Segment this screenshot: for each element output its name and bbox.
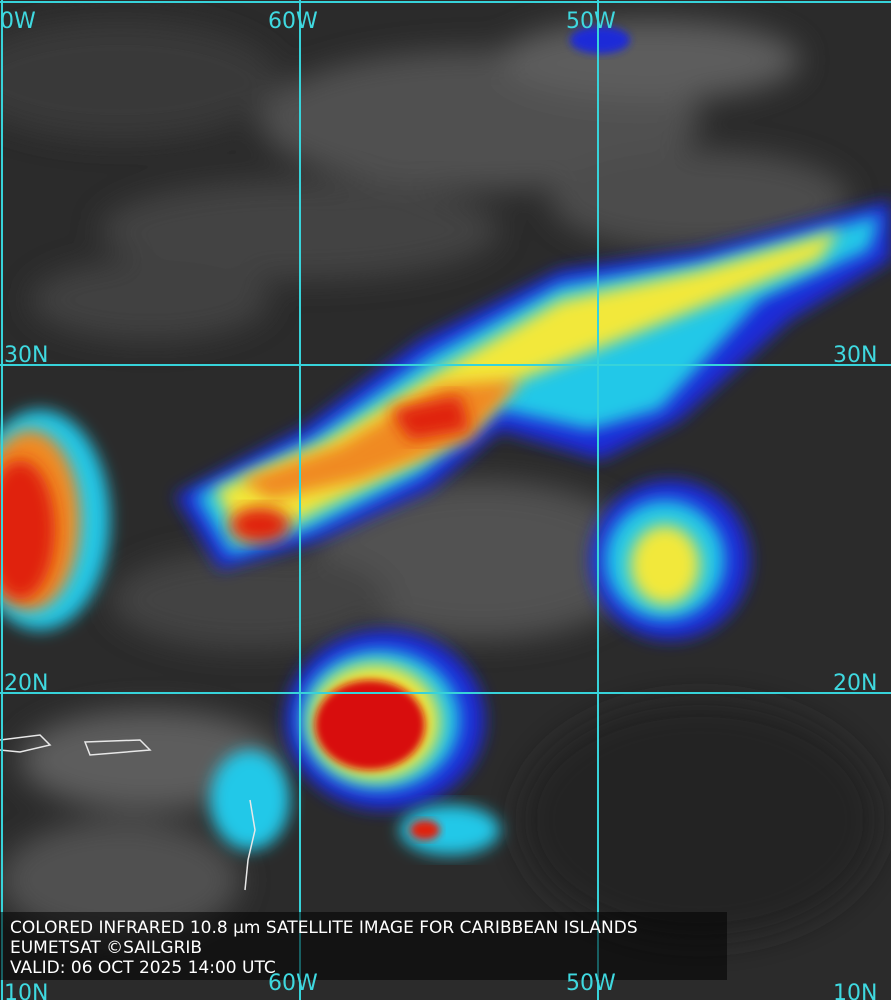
lon-label: 0W — [0, 9, 36, 34]
coastlines — [0, 734, 256, 891]
lon-label: 50W — [566, 9, 616, 34]
lon-label: 60W — [268, 971, 318, 996]
grid-labels: 0W 60W 50W 60W 50W 30N 20N 10N 30N 20N 1… — [0, 9, 877, 1000]
lat-label: 20N — [4, 671, 48, 696]
lat-label: 10N — [833, 981, 877, 1000]
lat-label: 30N — [833, 343, 877, 368]
lon-label: 50W — [566, 971, 616, 996]
lat-label: 10N — [4, 981, 48, 1000]
lon-label: 60W — [268, 9, 318, 34]
caption-line: VALID: 06 OCT 2025 14:00 UTC — [10, 958, 276, 978]
caption-box — [0, 912, 727, 980]
caption: COLORED INFRARED 10.8 µm SATELLITE IMAGE… — [10, 918, 638, 978]
grey-clouds — [0, 20, 880, 940]
caption-line: EUMETSAT ©SAILGRIB — [10, 938, 202, 958]
lat-label: 20N — [833, 671, 877, 696]
caption-line: COLORED INFRARED 10.8 µm SATELLITE IMAGE… — [10, 918, 638, 938]
lat-label: 30N — [4, 343, 48, 368]
convective-band — [175, 26, 891, 570]
